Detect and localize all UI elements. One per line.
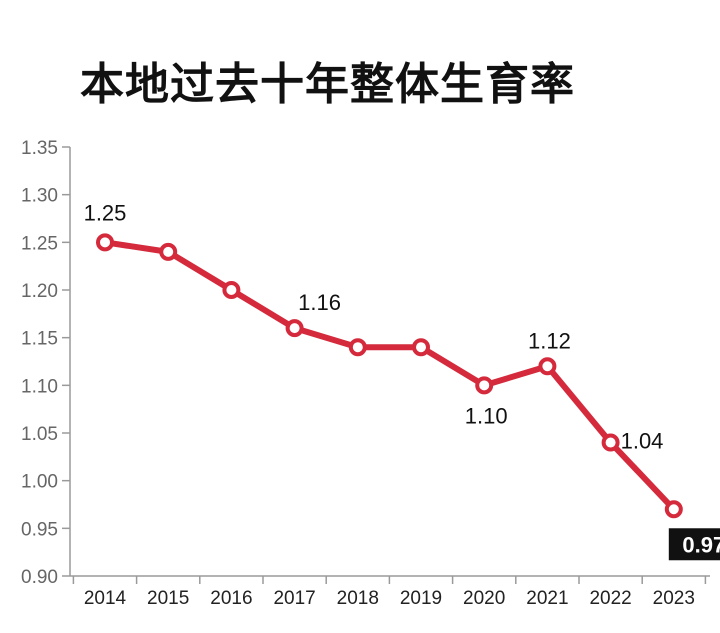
data-point-2017 bbox=[285, 319, 304, 338]
data-point-2021 bbox=[538, 357, 557, 376]
chart-title: 本地过去十年整体生育率 bbox=[80, 59, 575, 110]
x-tick-label: 2022 bbox=[589, 588, 631, 609]
x-tick-label: 2020 bbox=[463, 588, 505, 609]
y-tick-labels: 0.90 0.95 1.00 1.05 1.10 1.15 1.20 1.25 1.30 1.35 bbox=[21, 138, 58, 588]
data-labels: 1.25 1.16 1.10 1.12 1.04 0.97 bbox=[84, 200, 720, 561]
data-points bbox=[96, 233, 683, 519]
y-tick-label: 1.00 bbox=[21, 472, 58, 493]
data-point-2022 bbox=[601, 433, 620, 452]
data-label-2014: 1.25 bbox=[84, 200, 127, 225]
y-tick-label: 1.25 bbox=[21, 233, 58, 254]
x-tick-label: 2018 bbox=[337, 588, 379, 609]
y-tick-label: 0.90 bbox=[21, 567, 58, 588]
data-point-2019 bbox=[412, 338, 430, 357]
x-tick-label: 2021 bbox=[526, 588, 568, 609]
x-tick-label: 2014 bbox=[84, 588, 127, 609]
y-tick-label: 1.20 bbox=[21, 281, 58, 302]
data-point-2015 bbox=[159, 242, 178, 261]
data-point-2020 bbox=[475, 376, 494, 395]
data-label-2017: 1.16 bbox=[298, 290, 341, 315]
x-tick-label: 2019 bbox=[400, 588, 442, 609]
data-point-2016 bbox=[222, 281, 241, 299]
axes bbox=[62, 146, 710, 584]
highlight-label-box bbox=[668, 528, 720, 561]
data-point-2023 bbox=[664, 500, 683, 519]
y-tick-label: 1.10 bbox=[21, 376, 58, 397]
x-tick-label: 2015 bbox=[147, 588, 189, 609]
y-tick-label: 0.95 bbox=[21, 519, 58, 540]
data-point-2014 bbox=[96, 233, 114, 252]
x-tick-label: 2017 bbox=[273, 588, 315, 609]
data-label-2022: 1.04 bbox=[621, 429, 664, 454]
data-label-2021: 1.12 bbox=[528, 328, 571, 353]
y-tick-label: 1.35 bbox=[21, 138, 58, 159]
data-point-2018 bbox=[348, 338, 367, 357]
data-label-2023: 0.97 bbox=[682, 532, 720, 557]
y-tick-label: 1.15 bbox=[21, 329, 58, 350]
series-line-group bbox=[102, 239, 677, 513]
y-tick-label: 1.05 bbox=[21, 424, 58, 445]
x-tick-labels: 2014 2015 2016 2017 2018 2019 2020 2021 2022 2023 bbox=[84, 588, 695, 609]
y-tick-label: 1.30 bbox=[21, 186, 58, 207]
x-tick-label: 2023 bbox=[653, 588, 695, 609]
series-line bbox=[102, 239, 677, 513]
x-tick-label: 2016 bbox=[210, 588, 252, 609]
data-label-2020: 1.10 bbox=[465, 403, 508, 428]
